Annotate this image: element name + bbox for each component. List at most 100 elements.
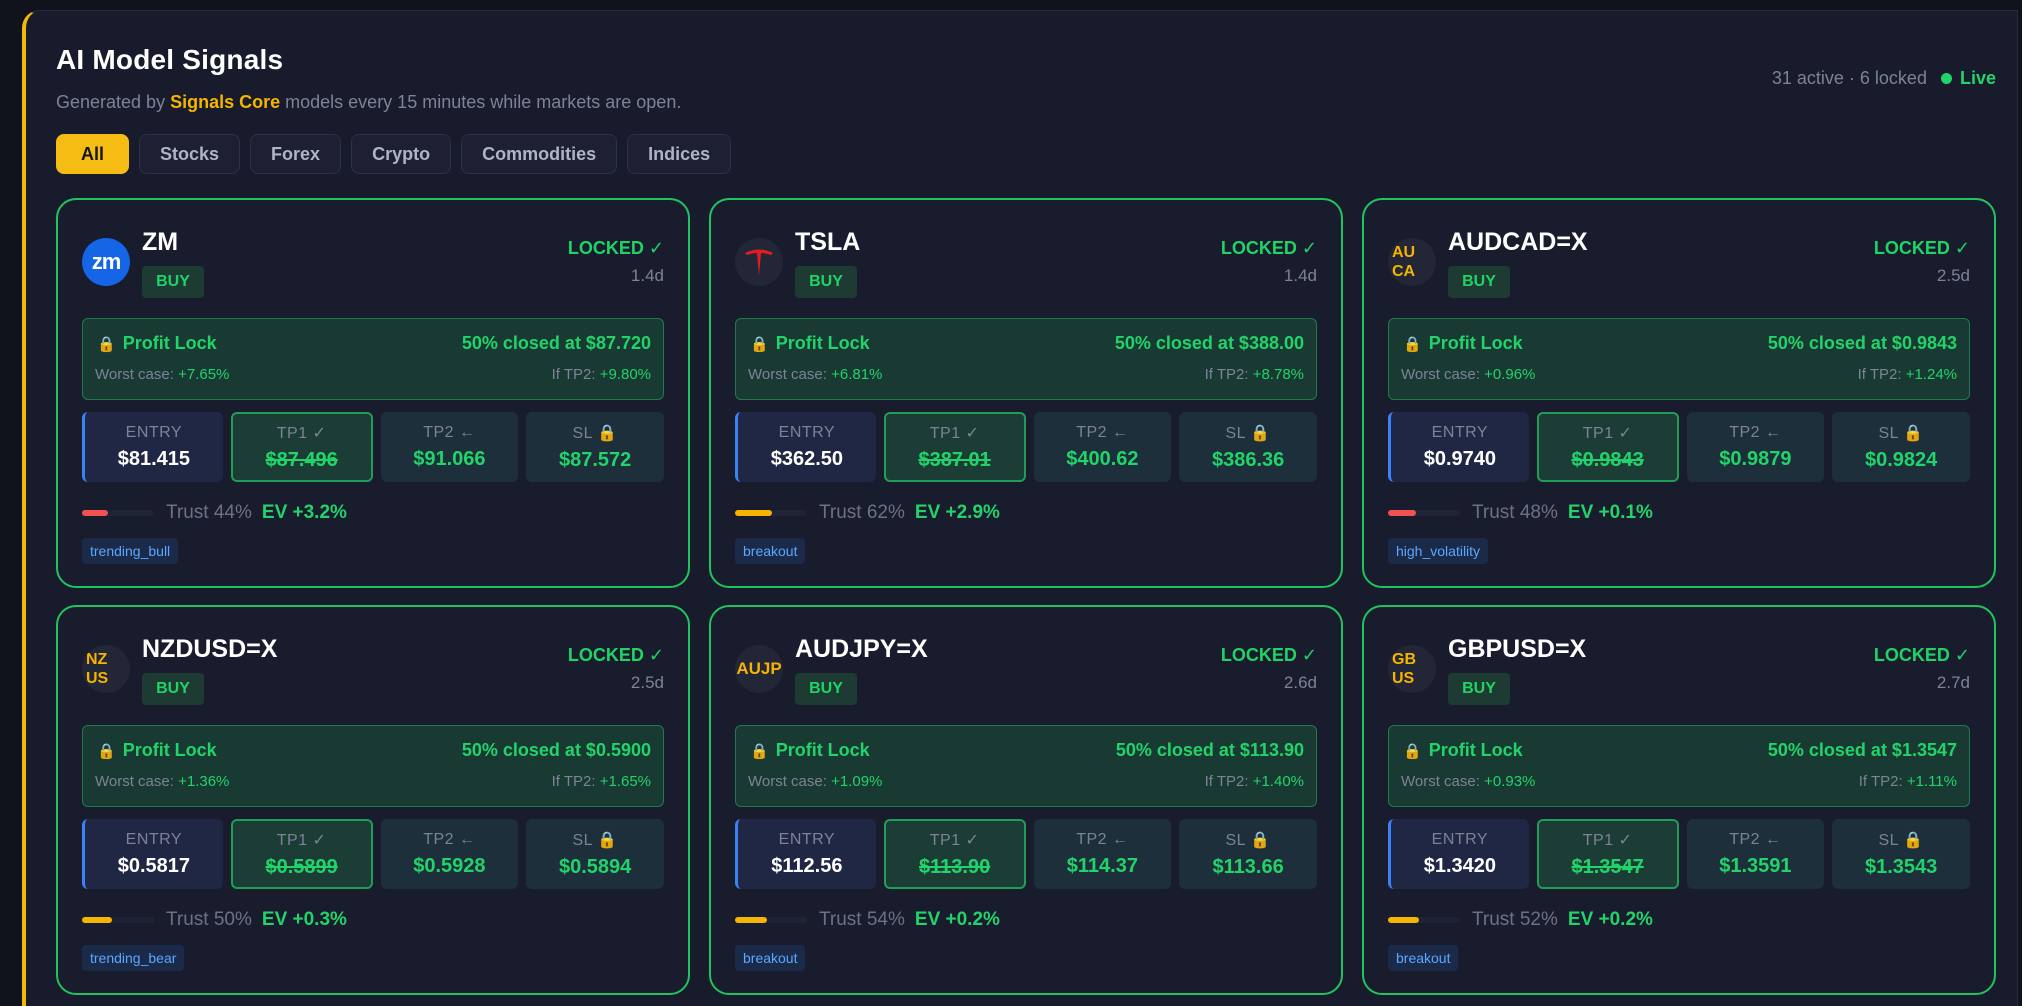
trust-row: Trust 54% EV +0.2% — [735, 907, 1000, 933]
tab-indices[interactable]: Indices — [627, 134, 732, 174]
entry-value: $112.56 — [771, 854, 843, 877]
live-dot-icon — [1940, 73, 1952, 84]
lock-icon: 🔒 — [1403, 742, 1422, 760]
if-tp2-label: If TP2: — [551, 773, 596, 790]
worst-case-value: +6.81% — [831, 366, 883, 383]
signal-card[interactable]: NZ US NZDUSD=X BUY LOCKED ✓ 2.5d 🔒 Profi… — [56, 605, 690, 995]
profit-lock-title: 🔒 Profit Lock — [97, 333, 217, 354]
tp1-level: TP1 ✓ $1.3547 — [1536, 819, 1679, 889]
entry-level: ENTRY $81.415 — [82, 412, 223, 482]
trust-row: Trust 48% EV +0.1% — [1388, 500, 1653, 526]
tab-commodities[interactable]: Commodities — [461, 134, 618, 174]
tp1-label: TP1 ✓ — [1582, 424, 1633, 442]
entry-label: ENTRY — [778, 830, 836, 848]
profit-lock-label: Profit Lock — [1428, 740, 1523, 760]
entry-label: ENTRY — [778, 423, 836, 441]
sl-label: SL 🔒 — [1878, 831, 1924, 849]
profit-lock-box: 🔒 Profit Lock 50% closed at $388.00 Wors… — [735, 318, 1317, 400]
status-badge: LOCKED ✓ — [567, 645, 664, 665]
ticker-symbol: AUDJPY=X — [795, 635, 928, 663]
worst-case: Worst case: +7.65% — [95, 366, 229, 383]
tp1-value: $0.9843 — [1571, 448, 1644, 471]
worst-case-value: +0.93% — [1484, 773, 1536, 790]
worst-case: Worst case: +1.36% — [95, 773, 229, 790]
live-label: Live — [1959, 68, 1996, 88]
tab-forex[interactable]: Forex — [250, 134, 342, 174]
worst-case: Worst case: +0.96% — [1401, 366, 1535, 383]
regime-tag: breakout — [735, 945, 806, 971]
side-badge: BUY — [795, 673, 857, 705]
expected-value: EV +3.2% — [261, 502, 347, 523]
lock-icon: 🔒 — [97, 742, 116, 760]
tp1-level: TP1 ✓ $387.01 — [883, 412, 1026, 482]
signal-age: 2.5d — [1936, 266, 1970, 285]
worst-case-label: Worst case: — [748, 773, 827, 790]
signal-card[interactable]: TSLA BUY LOCKED ✓ 1.4d 🔒 Profit Lock 50%… — [709, 198, 1343, 588]
partial-close-text: 50% closed at $113.90 — [1115, 740, 1304, 760]
side-badge: BUY — [142, 266, 204, 298]
status-badge: LOCKED ✓ — [1873, 238, 1970, 258]
if-tp2: If TP2: +9.80% — [552, 366, 651, 383]
signal-card[interactable]: zm ZM BUY LOCKED ✓ 1.4d 🔒 Profit Lock 50… — [56, 198, 690, 588]
sl-label: SL 🔒 — [1878, 424, 1924, 442]
tab-crypto[interactable]: Crypto — [351, 134, 452, 174]
profit-lock-label: Profit Lock — [122, 333, 217, 353]
if-tp2-label: If TP2: — [1204, 773, 1249, 790]
tab-all[interactable]: All — [56, 134, 130, 174]
worst-case-label: Worst case: — [1401, 366, 1480, 383]
tp2-level: TP2 ← $0.9879 — [1686, 412, 1825, 482]
tp2-value: $1.3591 — [1719, 854, 1792, 877]
entry-value: $362.50 — [770, 447, 844, 470]
signal-age: 2.7d — [1936, 673, 1970, 692]
sl-label: SL 🔒 — [572, 831, 618, 849]
lock-icon: 🔒 — [97, 335, 116, 353]
partial-close-text: 50% closed at $1.3547 — [1767, 740, 1957, 760]
if-tp2-label: If TP2: — [1204, 366, 1249, 383]
side-badge: BUY — [142, 673, 204, 705]
partial-close-text: 50% closed at $87.720 — [461, 333, 651, 353]
worst-case-value: +7.65% — [178, 366, 230, 383]
price-levels: ENTRY $81.415 TP1 ✓ $87.496 TP2 ← $91.06… — [82, 412, 664, 482]
signal-card[interactable]: GB US GBPUSD=X BUY LOCKED ✓ 2.7d 🔒 Profi… — [1362, 605, 1996, 995]
entry-value: $0.9740 — [1423, 447, 1497, 470]
regime-tag: high_volatility — [1388, 538, 1489, 564]
signal-age: 2.5d — [630, 673, 664, 692]
trust-score: Trust 62% — [819, 502, 905, 523]
sl-level: SL 🔒 $0.5894 — [526, 819, 664, 889]
worst-case: Worst case: +6.81% — [748, 366, 882, 383]
status-badge: LOCKED ✓ — [567, 238, 664, 258]
trust-row: Trust 50% EV +0.3% — [82, 907, 347, 933]
entry-label: ENTRY — [125, 423, 183, 441]
signal-card[interactable]: AUJP AUDJPY=X BUY LOCKED ✓ 2.6d 🔒 Profit… — [709, 605, 1343, 995]
if-tp2-label: If TP2: — [1858, 773, 1903, 790]
if-tp2-label: If TP2: — [1857, 366, 1902, 383]
trust-bar — [1388, 510, 1460, 516]
sl-level: SL 🔒 $87.572 — [526, 412, 664, 482]
live-indicator: Live — [1940, 68, 1996, 89]
entry-value: $0.5817 — [117, 854, 191, 877]
sl-level: SL 🔒 $386.36 — [1179, 412, 1317, 482]
ticker-symbol: NZDUSD=X — [142, 635, 278, 663]
trust-row: Trust 62% EV +2.9% — [735, 500, 1000, 526]
currency-pair-icon: AUJP — [735, 645, 783, 693]
price-levels: ENTRY $1.3420 TP1 ✓ $1.3547 TP2 ← $1.359… — [1388, 819, 1970, 889]
trust-score: Trust 48% — [1472, 502, 1558, 523]
sl-value: $113.66 — [1212, 855, 1284, 878]
entry-label: ENTRY — [125, 830, 183, 848]
expected-value: EV +0.1% — [1567, 502, 1653, 523]
trust-bar-fill — [82, 510, 108, 516]
regime-tag: breakout — [1388, 945, 1459, 971]
subtitle-prefix: Generated by — [56, 92, 166, 112]
filter-tabs: All Stocks Forex Crypto Commodities Indi… — [56, 134, 732, 174]
if-tp2-value: +9.80% — [599, 366, 651, 383]
worst-case: Worst case: +0.93% — [1401, 773, 1535, 790]
tab-stocks[interactable]: Stocks — [139, 134, 241, 174]
sl-value: $0.5894 — [558, 855, 632, 878]
tp1-value: $1.3547 — [1571, 855, 1644, 878]
profit-lock-box: 🔒 Profit Lock 50% closed at $113.90 Wors… — [735, 725, 1317, 807]
tp2-level: TP2 ← $114.37 — [1033, 819, 1172, 889]
signal-card[interactable]: AU CA AUDCAD=X BUY LOCKED ✓ 2.5d 🔒 Profi… — [1362, 198, 1996, 588]
trust-bar-fill — [1388, 510, 1417, 516]
worst-case-value: +1.09% — [831, 773, 883, 790]
tp1-level: TP1 ✓ $113.90 — [883, 819, 1026, 889]
